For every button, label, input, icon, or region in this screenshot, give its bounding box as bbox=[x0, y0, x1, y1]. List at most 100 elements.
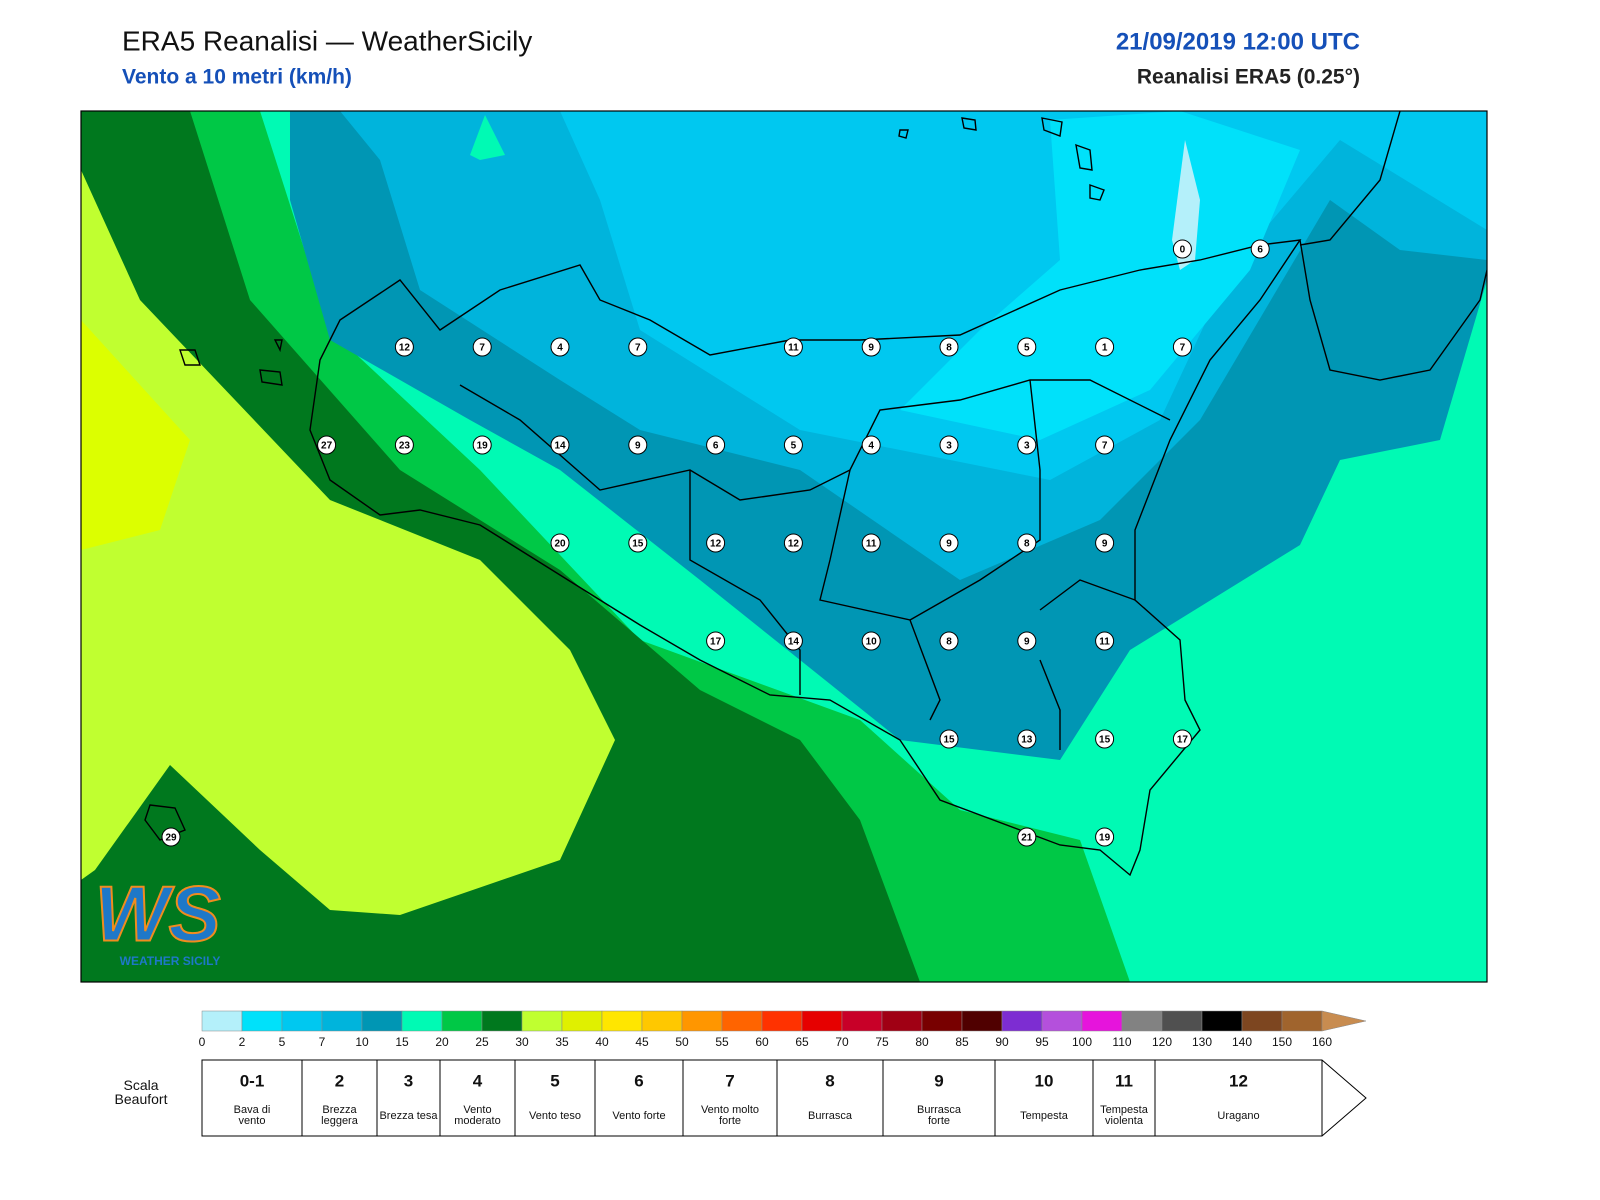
beaufort-label-box: Vento molto forte bbox=[701, 1105, 759, 1127]
colorbar-swatch bbox=[441, 1010, 483, 1032]
colorbar-tick-label: 55 bbox=[715, 1035, 729, 1049]
beaufort-force: 9 bbox=[934, 1071, 943, 1090]
colorbar-swatch bbox=[1201, 1010, 1243, 1032]
logo-caption: WEATHER SICILY bbox=[120, 954, 221, 968]
colorbar-swatch bbox=[321, 1010, 363, 1032]
station-value: 15 bbox=[943, 735, 955, 746]
beaufort-label-wrap: Burrasca forte bbox=[884, 1100, 994, 1132]
colorbar-swatch bbox=[1001, 1010, 1043, 1032]
colorbar-swatch bbox=[841, 1010, 883, 1032]
station-marker bbox=[706, 435, 726, 455]
station-marker bbox=[783, 337, 803, 357]
station-value: 17 bbox=[710, 637, 722, 648]
colorbar-tick-label: 10 bbox=[355, 1035, 369, 1049]
beaufort-label-box: Tempesta bbox=[996, 1100, 1092, 1132]
beaufort-force: 7 bbox=[725, 1071, 734, 1090]
station-value: 3 bbox=[946, 441, 952, 452]
station-marker bbox=[1017, 337, 1037, 357]
colorbar-swatch bbox=[761, 1010, 803, 1032]
logo-mark: WS bbox=[95, 870, 221, 958]
colorbar-tick-label: 140 bbox=[1232, 1035, 1252, 1049]
beaufort-force: 11 bbox=[1115, 1071, 1133, 1090]
station-marker bbox=[861, 533, 881, 553]
colorbar-tick-label: 95 bbox=[1035, 1035, 1049, 1049]
station-marker bbox=[1250, 239, 1270, 259]
beaufort-label-wrap: Bava di vento bbox=[203, 1100, 301, 1132]
colorbar-swatch bbox=[801, 1010, 843, 1032]
station-value: 10 bbox=[866, 637, 878, 648]
title: ERA5 Reanalisi — WeatherSicily bbox=[122, 25, 532, 56]
colorbar-tick-label: 2 bbox=[239, 1035, 246, 1049]
beaufort-label: Burrasca forte bbox=[916, 1104, 962, 1127]
colorbar-swatch bbox=[281, 1010, 323, 1032]
beaufort-label-box: Vento teso bbox=[529, 1109, 581, 1122]
station-value: 8 bbox=[1024, 539, 1030, 550]
station-marker bbox=[161, 827, 181, 847]
station-marker bbox=[1095, 729, 1115, 749]
colorbar-swatch bbox=[1041, 1010, 1083, 1032]
station-value: 3 bbox=[1024, 441, 1030, 452]
stations: 0 612 7 4 7 11 9 8 5 1 727 23 19 14 9 6 5 4 3 3 720 15 12 12 11 9… bbox=[161, 239, 1270, 847]
beaufort-label: Bava di vento bbox=[233, 1104, 271, 1127]
station-marker bbox=[1172, 337, 1192, 357]
station-value: 9 bbox=[1102, 539, 1108, 550]
colorbar-tick-label: 30 bbox=[515, 1035, 529, 1049]
beaufort-label-wrap: Tempesta bbox=[996, 1100, 1092, 1132]
colorbar-swatch bbox=[361, 1010, 403, 1032]
colorbar-swatch bbox=[721, 1010, 763, 1032]
beaufort-label-wrap: Vento forte bbox=[596, 1100, 682, 1132]
field-band bbox=[81, 170, 615, 915]
colorbar-swatch bbox=[201, 1010, 243, 1032]
station-value: 9 bbox=[635, 441, 641, 452]
station-marker bbox=[939, 729, 959, 749]
station-value: 9 bbox=[1024, 637, 1030, 648]
beaufort-title-box: Scala Beaufort bbox=[115, 1078, 168, 1106]
colorbar-tick-label: 35 bbox=[555, 1035, 569, 1049]
colorbar-tick-label: 15 bbox=[395, 1035, 409, 1049]
colorbar-tick-label: 80 bbox=[915, 1035, 929, 1049]
beaufort-force: 6 bbox=[634, 1071, 643, 1090]
station-value: 11 bbox=[788, 343, 799, 354]
station-marker bbox=[861, 631, 881, 651]
colorbar-tick-label: 7 bbox=[319, 1035, 326, 1049]
colorbar-swatch bbox=[481, 1010, 523, 1032]
beaufort-label: Uragano bbox=[1217, 1109, 1260, 1122]
beaufort-force: 2 bbox=[335, 1071, 344, 1090]
colorbar-tick-label: 75 bbox=[875, 1035, 889, 1049]
station-marker bbox=[1095, 435, 1115, 455]
beaufort-label-box: Brezza leggera bbox=[321, 1105, 358, 1127]
station-marker bbox=[1172, 729, 1192, 749]
colorbar-tick-label: 50 bbox=[675, 1035, 689, 1049]
colorbar: 0 2 5 7 10 15 20 25 30 35 40 45 50 55 60 65 70 75 80 85 90 95… bbox=[199, 1010, 1367, 1049]
colorbar-swatch bbox=[1121, 1010, 1163, 1032]
beaufort-label-wrap: Tempesta violenta bbox=[1094, 1100, 1154, 1132]
colorbar-tick-label: 110 bbox=[1112, 1035, 1131, 1049]
colorbar-swatch bbox=[641, 1010, 683, 1032]
beaufort-label: Burrasca bbox=[807, 1109, 853, 1122]
colorbar-tick-label: 130 bbox=[1192, 1035, 1212, 1049]
beaufort-label-box: Brezza tesa bbox=[378, 1100, 439, 1132]
station-marker bbox=[1095, 337, 1115, 357]
station-value: 11 bbox=[1099, 637, 1110, 648]
coastline bbox=[144, 111, 1487, 877]
station-marker bbox=[628, 337, 648, 357]
beaufort-label-box: Bava di vento bbox=[203, 1100, 301, 1132]
station-marker bbox=[1017, 827, 1037, 847]
station-marker bbox=[706, 533, 726, 553]
beaufort-label: Vento teso bbox=[529, 1109, 581, 1122]
station-value: 15 bbox=[1099, 735, 1111, 746]
station-value: 13 bbox=[1021, 735, 1033, 746]
beaufort-label: Tempesta violenta bbox=[1100, 1104, 1148, 1127]
logo: WS WEATHER SICILY bbox=[94, 869, 222, 969]
beaufort-label-box: Burrasca bbox=[807, 1109, 853, 1122]
beaufort-frame bbox=[201, 1059, 1367, 1137]
station-value: 6 bbox=[1257, 245, 1263, 256]
beaufort-label-wrap: Brezza tesa bbox=[378, 1100, 439, 1132]
station-marker bbox=[1095, 631, 1115, 651]
colorbar-extend bbox=[1321, 1010, 1367, 1032]
station-marker bbox=[861, 337, 881, 357]
colorbar-tick-label: 85 bbox=[955, 1035, 969, 1049]
station-value: 6 bbox=[713, 441, 719, 452]
colorbar-tick-label: 5 bbox=[279, 1035, 286, 1049]
